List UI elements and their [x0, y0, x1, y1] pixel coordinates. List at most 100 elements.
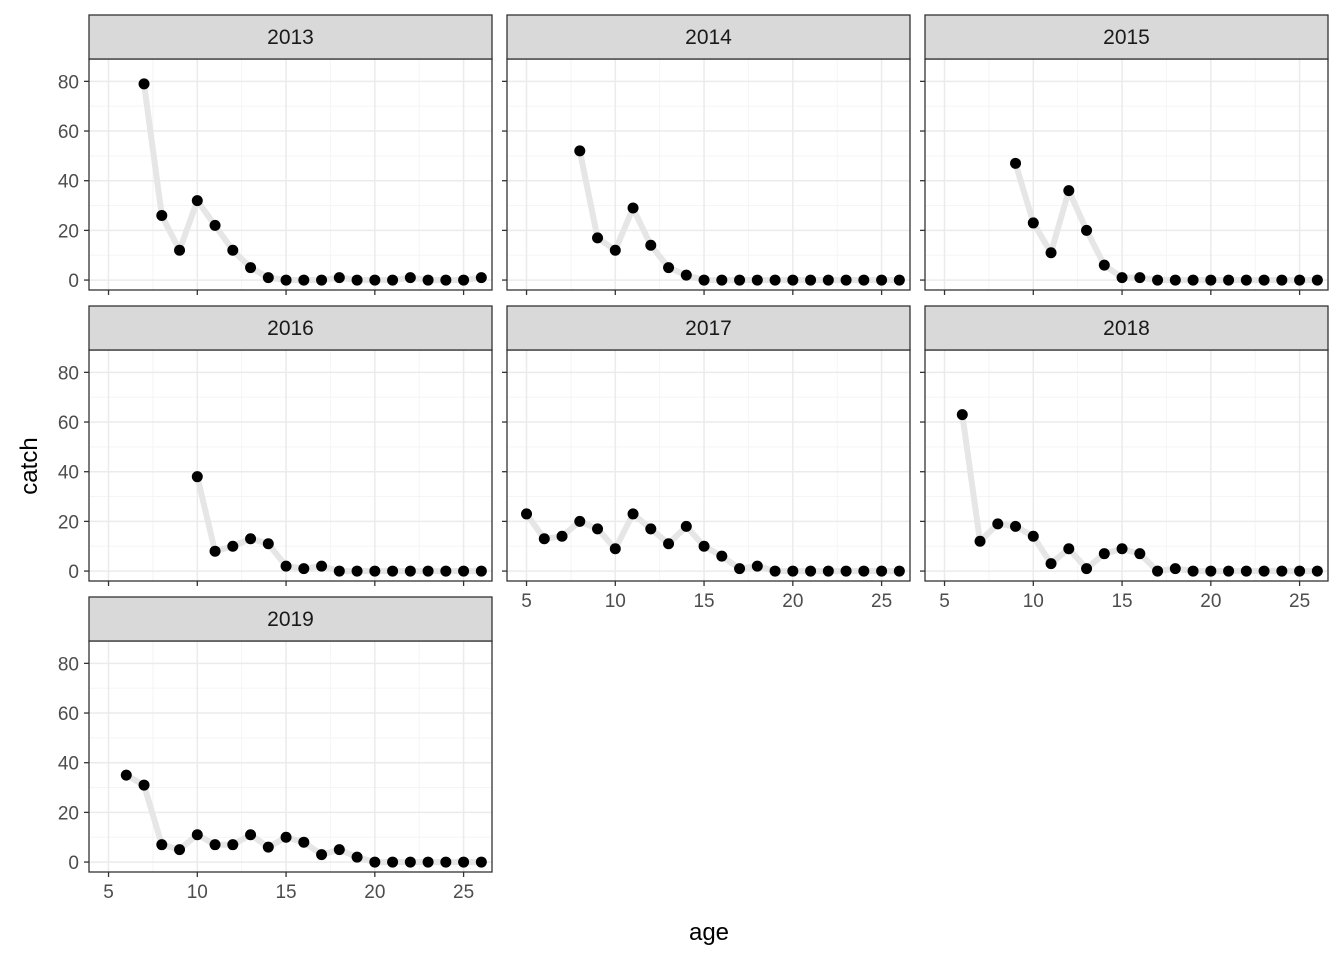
- data-point: [458, 565, 470, 577]
- data-point: [1152, 274, 1164, 286]
- x-axis-title: age: [689, 919, 729, 946]
- facet-strip: [924, 14, 1329, 60]
- data-point: [369, 274, 381, 286]
- data-point: [262, 272, 274, 284]
- data-point: [174, 244, 186, 256]
- data-point: [1152, 565, 1164, 577]
- data-point: [698, 274, 710, 286]
- data-point: [840, 274, 852, 286]
- data-point: [1223, 565, 1235, 577]
- x-tick-label: 20: [782, 591, 803, 612]
- data-point: [440, 565, 452, 577]
- data-point: [609, 543, 621, 555]
- facet-panel-2018: 2018 5 10 15 20 25: [920, 305, 1329, 612]
- data-point: [574, 145, 586, 157]
- data-point: [1258, 565, 1270, 577]
- data-point: [1081, 563, 1093, 575]
- data-point: [1276, 565, 1288, 577]
- data-point: [556, 530, 568, 542]
- data-point: [333, 272, 345, 284]
- data-point: [422, 565, 434, 577]
- data-point: [840, 565, 852, 577]
- facet-strip-label: 2019: [267, 608, 314, 631]
- data-point: [769, 274, 781, 286]
- y-tick-label: 20: [58, 221, 79, 242]
- data-point: [698, 540, 710, 552]
- data-point: [316, 560, 328, 572]
- data-point: [191, 471, 203, 483]
- data-point: [227, 244, 239, 256]
- data-point: [245, 262, 257, 274]
- data-point: [1045, 247, 1057, 259]
- data-point: [1169, 274, 1181, 286]
- data-point: [174, 844, 186, 856]
- facet-strip-label: 2017: [685, 317, 732, 340]
- panel-background: [925, 59, 1328, 290]
- data-point: [1311, 565, 1323, 577]
- data-point: [893, 274, 905, 286]
- data-point: [956, 409, 968, 421]
- data-point: [538, 533, 550, 545]
- facet-strip-label: 2014: [685, 26, 732, 49]
- x-tick-label: 15: [1111, 591, 1132, 612]
- y-tick-label: 0: [68, 562, 79, 583]
- data-point: [627, 508, 639, 520]
- data-point: [751, 560, 763, 572]
- data-point: [262, 538, 274, 550]
- x-tick-label: 10: [187, 882, 208, 903]
- data-point: [120, 769, 132, 781]
- data-point: [475, 272, 487, 284]
- data-point: [156, 209, 168, 221]
- data-point: [1187, 274, 1199, 286]
- data-point: [1063, 543, 1075, 555]
- facet-strip: [88, 14, 493, 60]
- data-point: [1010, 157, 1022, 169]
- panel-background: [507, 59, 910, 290]
- y-tick-label: 40: [58, 172, 79, 193]
- facet-panel-2014: 2014: [502, 14, 911, 295]
- facet-strip: [506, 14, 911, 60]
- data-point: [1045, 558, 1057, 570]
- data-point: [475, 856, 487, 868]
- facet-strip: [88, 305, 493, 351]
- data-point: [191, 195, 203, 207]
- y-tick-label: 40: [58, 754, 79, 775]
- data-point: [316, 849, 328, 861]
- data-point: [1098, 548, 1110, 560]
- facet-panel-2013: 2013 0 20 40 60 80: [58, 14, 493, 295]
- facet-panel-2017: 2017 5 10 15 20 25: [502, 305, 911, 612]
- data-point: [387, 274, 399, 286]
- data-point: [138, 779, 150, 791]
- x-tick-label: 25: [453, 882, 474, 903]
- data-point: [1223, 274, 1235, 286]
- data-point: [1027, 217, 1039, 229]
- data-point: [458, 856, 470, 868]
- data-point: [280, 560, 292, 572]
- data-point: [1276, 274, 1288, 286]
- data-point: [351, 274, 363, 286]
- y-tick-label: 20: [58, 803, 79, 824]
- data-point: [734, 563, 746, 575]
- data-point: [769, 565, 781, 577]
- data-point: [805, 274, 817, 286]
- data-point: [369, 856, 381, 868]
- data-point: [858, 565, 870, 577]
- data-point: [422, 856, 434, 868]
- data-point: [298, 836, 310, 848]
- x-tick-label: 25: [871, 591, 892, 612]
- data-point: [227, 839, 239, 851]
- data-point: [716, 550, 728, 562]
- data-point: [992, 518, 1004, 530]
- data-point: [1098, 259, 1110, 271]
- panel-background: [925, 350, 1328, 581]
- data-point: [787, 274, 799, 286]
- data-point: [609, 244, 621, 256]
- data-point: [1010, 520, 1022, 532]
- data-point: [316, 274, 328, 286]
- data-point: [1205, 274, 1217, 286]
- data-point: [592, 523, 604, 535]
- data-point: [333, 565, 345, 577]
- data-point: [1063, 185, 1075, 197]
